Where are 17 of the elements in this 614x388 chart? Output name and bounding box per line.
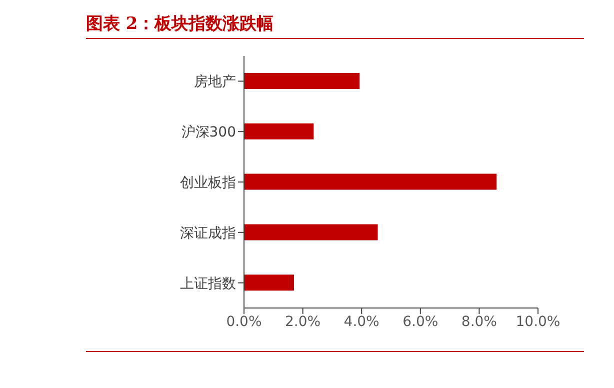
y-tick-label: 深证成指 bbox=[180, 225, 236, 242]
x-tick-label: 8.0% bbox=[461, 314, 497, 330]
y-tick-label: 沪深300 bbox=[181, 124, 236, 141]
x-tick-label: 4.0% bbox=[344, 314, 380, 330]
bar bbox=[244, 274, 294, 291]
y-tick-label: 创业板指 bbox=[180, 174, 236, 191]
bar bbox=[244, 174, 497, 190]
chart-title: 图表 2：板块指数涨跌幅 bbox=[86, 13, 274, 35]
x-tick-label: 6.0% bbox=[402, 314, 438, 330]
bar bbox=[244, 224, 378, 240]
y-tick-label: 上证指数 bbox=[180, 276, 236, 292]
x-tick-label: 10.0% bbox=[516, 314, 560, 330]
x-tick-label: 0.0% bbox=[226, 314, 262, 330]
x-tick-label: 2.0% bbox=[285, 314, 321, 330]
bar bbox=[244, 123, 314, 140]
y-tick-label: 房地产 bbox=[194, 74, 236, 90]
bar bbox=[244, 73, 360, 89]
